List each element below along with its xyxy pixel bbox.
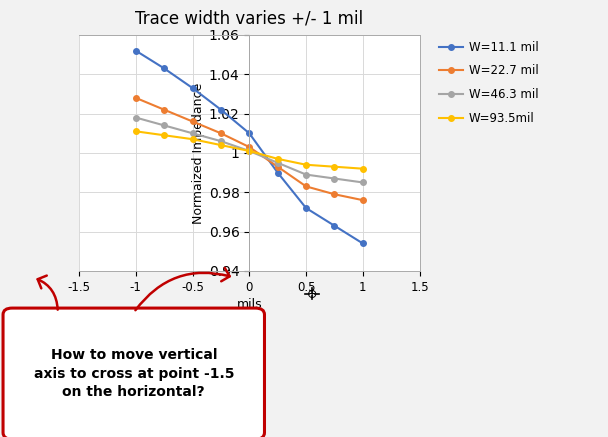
W=93.5mil: [246, 149, 253, 154]
Y-axis label: Normaized Impedance: Normaized Impedance: [192, 82, 204, 224]
W=93.5mil: [331, 164, 338, 170]
W=93.5mil: [302, 162, 309, 167]
W=22.7 mil: [331, 191, 338, 197]
X-axis label: mils: mils: [237, 298, 262, 311]
W=11.1 mil: [189, 86, 196, 91]
W=46.3 mil: [359, 180, 367, 185]
Line: W=93.5mil: W=93.5mil: [133, 128, 365, 171]
W=11.1 mil: [331, 223, 338, 229]
W=93.5mil: [161, 133, 168, 138]
W=46.3 mil: [274, 160, 282, 166]
W=46.3 mil: [217, 139, 224, 144]
W=22.7 mil: [217, 131, 224, 136]
W=46.3 mil: [161, 123, 168, 128]
W=11.1 mil: [274, 170, 282, 175]
W=93.5mil: [217, 142, 224, 148]
W=22.7 mil: [189, 119, 196, 124]
W=22.7 mil: [132, 95, 139, 101]
W=46.3 mil: [246, 149, 253, 154]
W=11.1 mil: [132, 48, 139, 53]
Line: W=46.3 mil: W=46.3 mil: [133, 115, 365, 185]
Text: ⊕: ⊕: [307, 288, 317, 302]
W=22.7 mil: [161, 107, 168, 112]
W=93.5mil: [132, 129, 139, 134]
W=11.1 mil: [161, 66, 168, 71]
Legend: W=11.1 mil, W=22.7 mil, W=46.3 mil, W=93.5mil: W=11.1 mil, W=22.7 mil, W=46.3 mil, W=93…: [439, 41, 538, 125]
Line: W=22.7 mil: W=22.7 mil: [133, 95, 365, 203]
W=11.1 mil: [302, 205, 309, 211]
W=93.5mil: [274, 156, 282, 162]
W=46.3 mil: [302, 172, 309, 177]
Line: W=11.1 mil: W=11.1 mil: [133, 48, 365, 246]
W=11.1 mil: [359, 241, 367, 246]
W=11.1 mil: [217, 107, 224, 112]
W=22.7 mil: [302, 184, 309, 189]
W=46.3 mil: [132, 115, 139, 120]
W=46.3 mil: [331, 176, 338, 181]
Text: How to move vertical
axis to cross at point -1.5
on the horizontal?: How to move vertical axis to cross at po…: [33, 348, 234, 399]
W=22.7 mil: [246, 145, 253, 150]
W=93.5mil: [359, 166, 367, 171]
W=93.5mil: [189, 137, 196, 142]
W=11.1 mil: [246, 131, 253, 136]
Title: Trace width varies +/- 1 mil: Trace width varies +/- 1 mil: [135, 10, 364, 28]
W=46.3 mil: [189, 131, 196, 136]
W=22.7 mil: [359, 198, 367, 203]
W=22.7 mil: [274, 164, 282, 170]
